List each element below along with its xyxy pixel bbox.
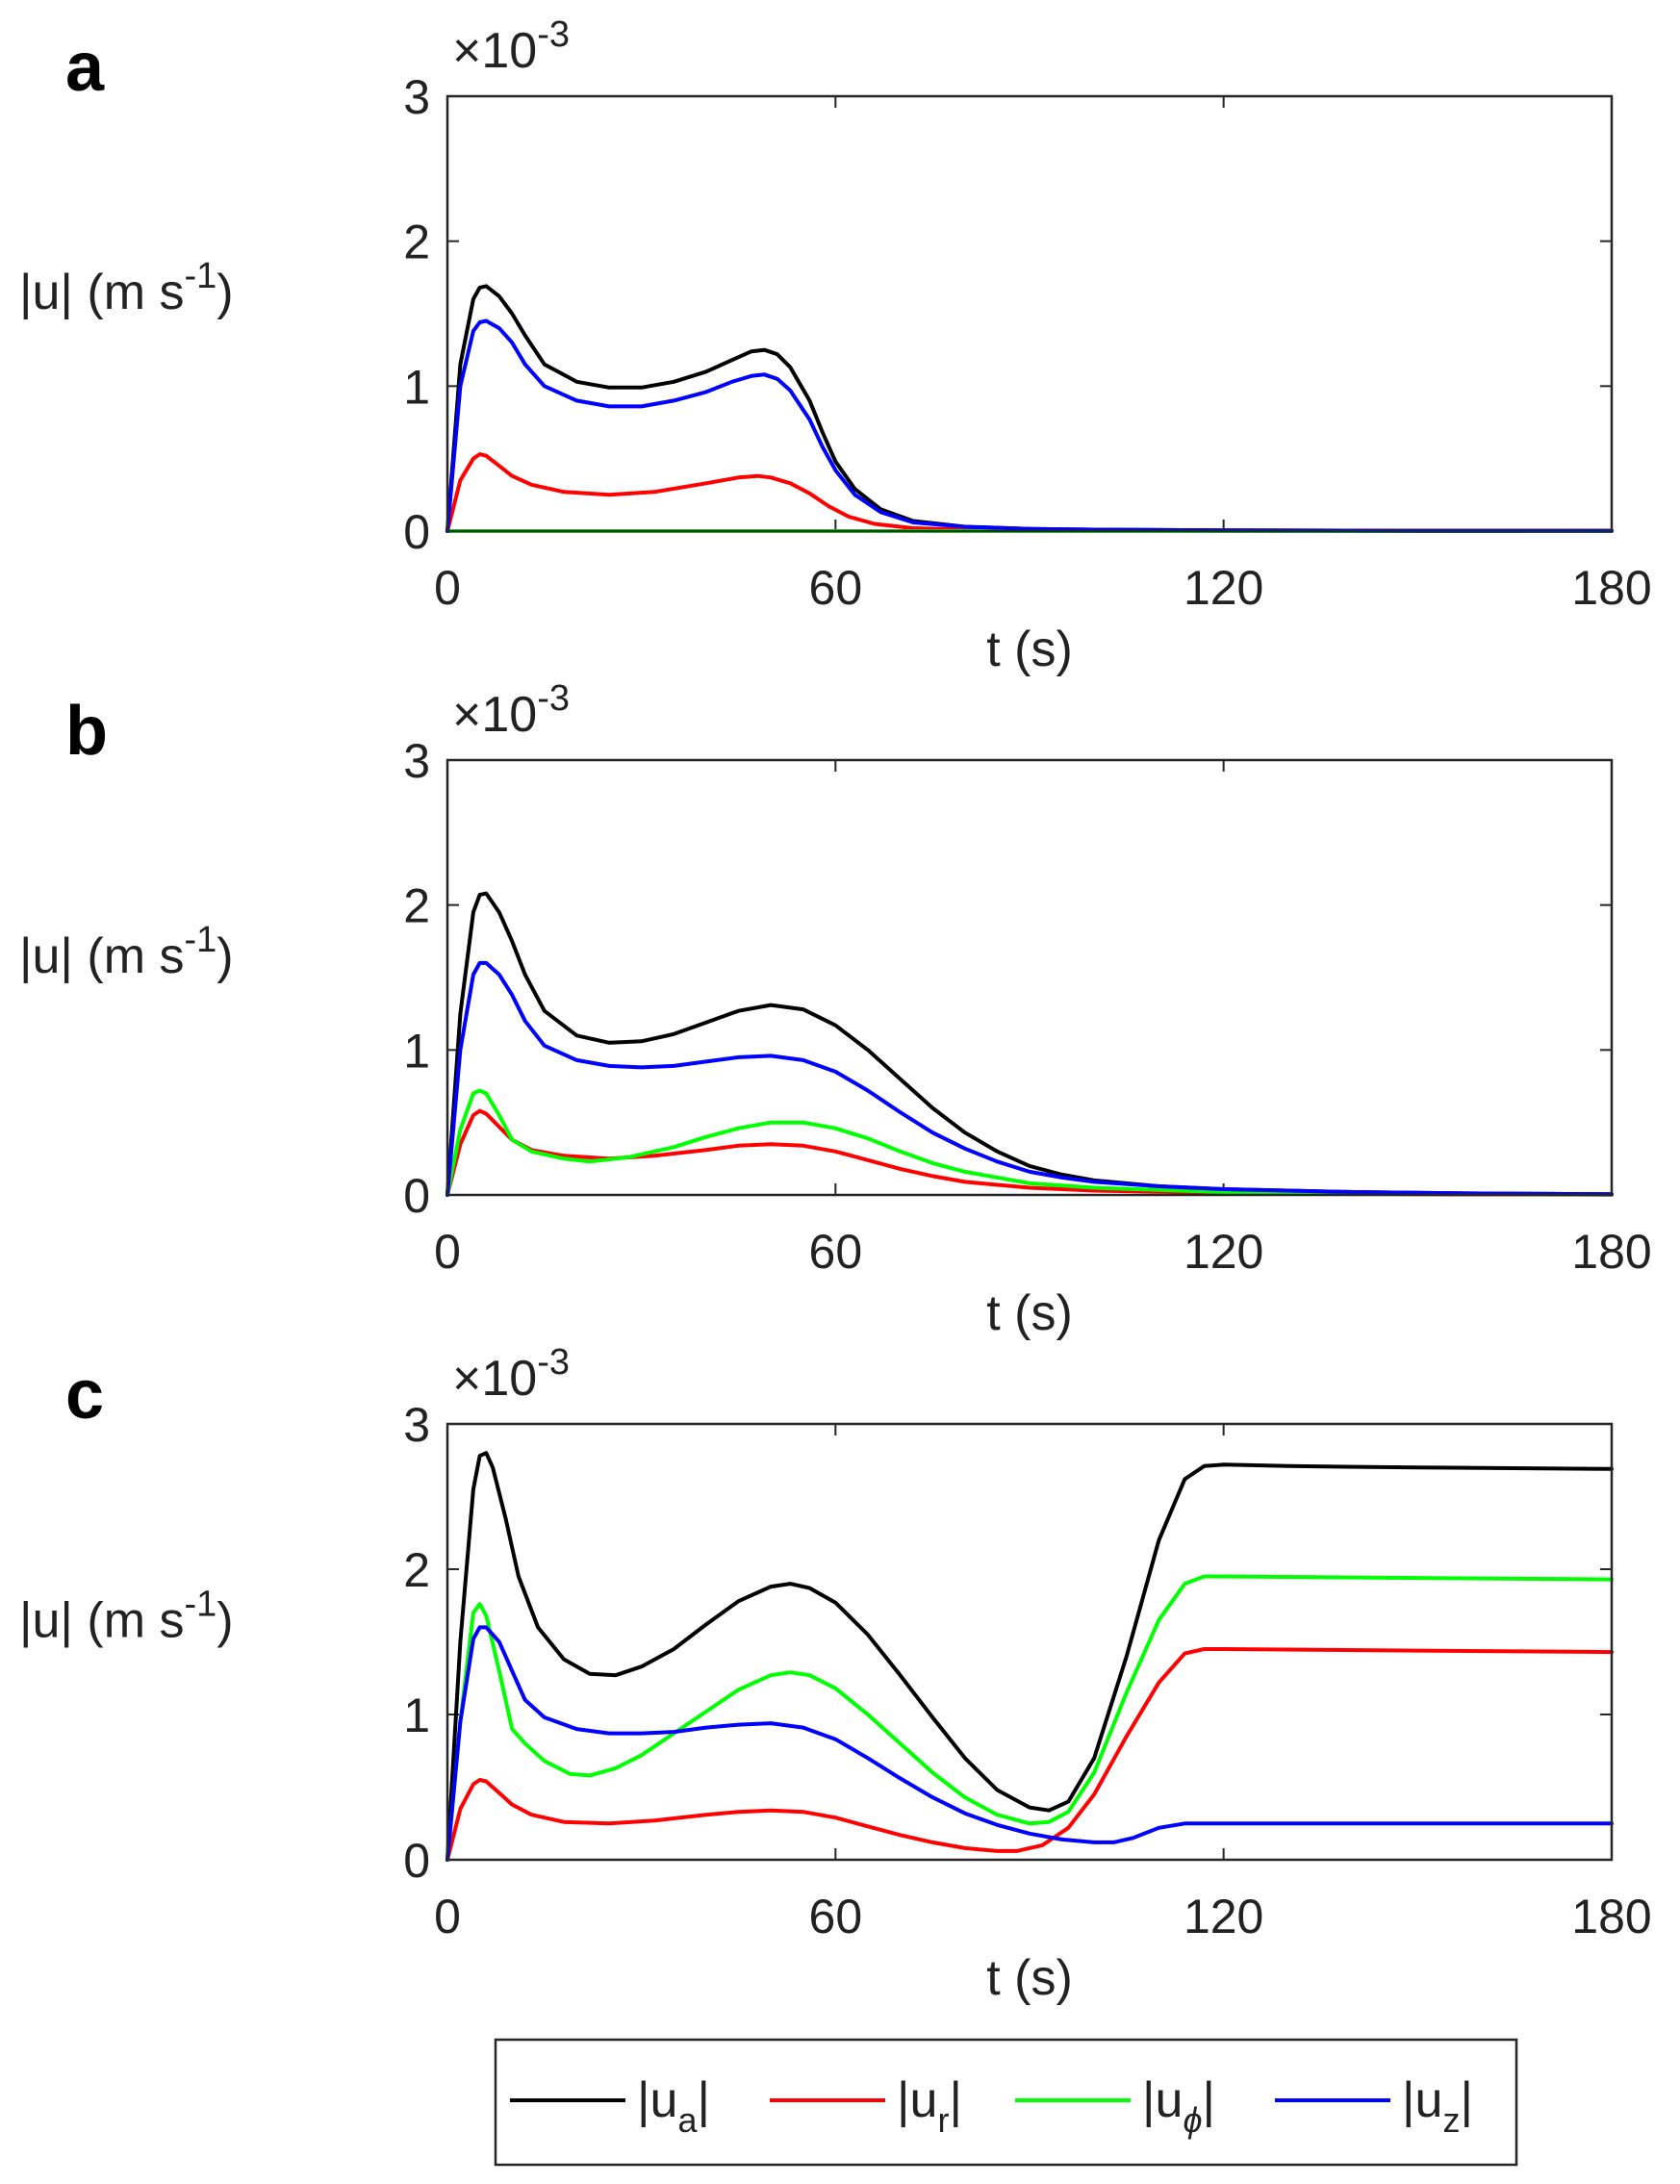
y-axis-label: |u| (m s-1) bbox=[19, 256, 234, 320]
y-tick-label: 1 bbox=[403, 1024, 430, 1078]
exponent-label: ×10-3 bbox=[452, 1342, 570, 1407]
legend-label-uphi: |uϕ| bbox=[1142, 2072, 1215, 2140]
x-tick-label: 180 bbox=[1571, 1225, 1651, 1279]
series-line-uz bbox=[445, 960, 1614, 1197]
series-line-ua bbox=[445, 1451, 1614, 1862]
y-tick-label: 1 bbox=[403, 1689, 430, 1742]
legend-label-ur: |ur| bbox=[897, 2072, 962, 2140]
axes-box bbox=[445, 1422, 1614, 1862]
legend-label-ua: |ua| bbox=[637, 2072, 710, 2140]
x-tick-label: 0 bbox=[434, 1890, 461, 1943]
y-tick-label: 2 bbox=[403, 1543, 430, 1597]
legend: |ua| |ur| |uϕ| |uz| bbox=[494, 2038, 1518, 2167]
legend-entry-uz: |uz| bbox=[1275, 2072, 1473, 2140]
x-tick-label: 120 bbox=[1184, 1225, 1263, 1279]
legend-entry-ur: |ur| bbox=[770, 2072, 962, 2140]
y-tick-label: 0 bbox=[403, 505, 430, 559]
y-axis-label: |u| (m s-1) bbox=[19, 920, 234, 984]
panel-label: c bbox=[65, 1357, 104, 1434]
x-tick-label: 120 bbox=[1184, 561, 1263, 615]
x-tick-label: 60 bbox=[809, 561, 863, 615]
plot-area bbox=[447, 1424, 1612, 1860]
panel-a: 0 60 120 180 0 1 2 3 ×10-3 t (s) |u| (m s-1) a bbox=[19, 14, 1652, 677]
series-line-ur bbox=[445, 452, 1614, 533]
series-line-ur bbox=[445, 1108, 1614, 1197]
series-line-ur bbox=[445, 1647, 1614, 1862]
y-tick-label: 0 bbox=[403, 1169, 430, 1223]
x-tick-label: 180 bbox=[1571, 1890, 1651, 1943]
legend-entry-ua: |ua| bbox=[510, 2072, 710, 2140]
y-axis-label: |u| (m s-1) bbox=[19, 1585, 234, 1649]
series-line-uphi bbox=[445, 1574, 1614, 1862]
panel-b: 0 60 120 180 0 1 2 3 ×10-3 t (s) |u| (m s-1) b bbox=[19, 678, 1652, 1341]
plot-area bbox=[447, 96, 1612, 531]
y-tick-label: 3 bbox=[403, 734, 430, 788]
x-tick-label: 60 bbox=[809, 1890, 863, 1943]
y-tick-label: 2 bbox=[403, 216, 430, 269]
exponent-label: ×10-3 bbox=[452, 678, 570, 743]
x-axis-label: t (s) bbox=[986, 1950, 1073, 2006]
legend-entry-uphi: |uϕ| bbox=[1015, 2072, 1215, 2140]
x-axis-label: t (s) bbox=[986, 1285, 1073, 1341]
x-tick-label: 180 bbox=[1571, 561, 1651, 615]
y-tick-label: 2 bbox=[403, 879, 430, 933]
panel-c: 0 60 120 180 0 1 2 3 ×10-3 t (s) |u| (m s-1) c bbox=[19, 1342, 1652, 2006]
series-line-uz bbox=[445, 1625, 1614, 1862]
y-tick-label: 0 bbox=[403, 1834, 430, 1888]
panel-label: a bbox=[65, 29, 105, 106]
axes-box bbox=[445, 94, 1614, 533]
x-tick-label: 120 bbox=[1184, 1890, 1263, 1943]
y-tick-label: 1 bbox=[403, 360, 430, 414]
x-tick-label: 60 bbox=[809, 1225, 863, 1279]
legend-label-uz: |uz| bbox=[1402, 2072, 1473, 2140]
plot-area bbox=[447, 760, 1612, 1195]
exponent-label: ×10-3 bbox=[452, 14, 570, 79]
series-line-uz bbox=[445, 318, 1614, 533]
panel-label: b bbox=[65, 693, 108, 770]
x-axis-label: t (s) bbox=[986, 622, 1073, 677]
series-line-uphi bbox=[445, 1088, 1614, 1197]
x-tick-label: 0 bbox=[434, 1225, 461, 1279]
axes-box bbox=[445, 758, 1614, 1197]
y-tick-label: 3 bbox=[403, 1398, 430, 1452]
x-tick-label: 0 bbox=[434, 561, 461, 615]
y-tick-label: 3 bbox=[403, 70, 430, 124]
